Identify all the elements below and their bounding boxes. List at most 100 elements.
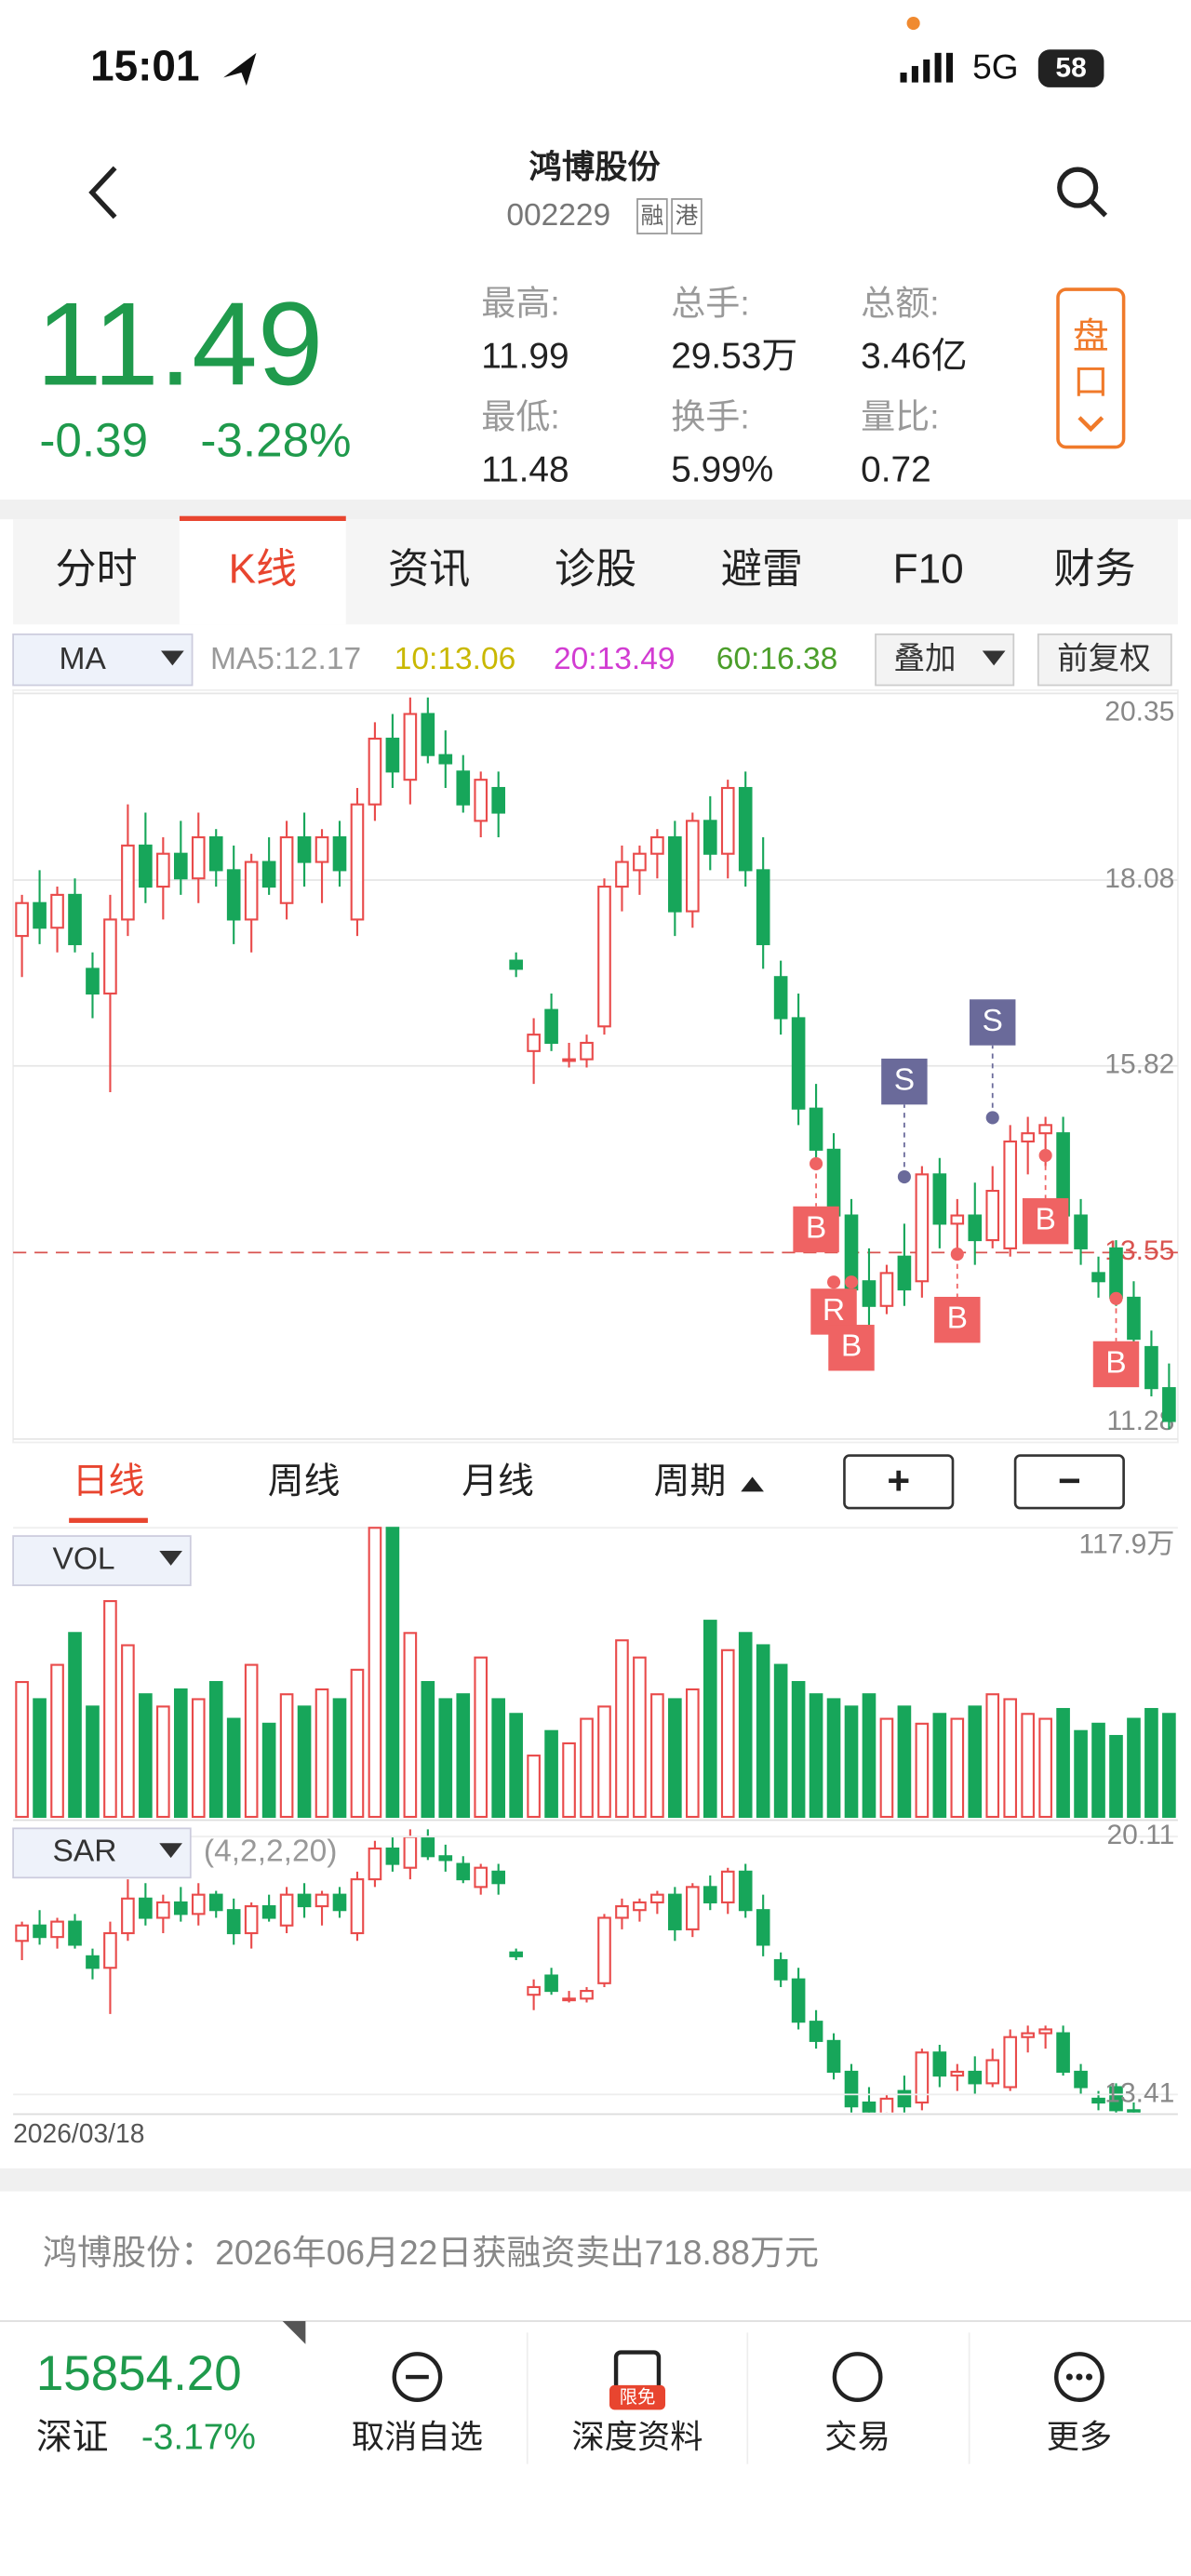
icon-detail bbox=[1076, 2373, 1083, 2381]
signal-dot bbox=[810, 1156, 823, 1170]
candle-body bbox=[332, 835, 347, 872]
volume-bar bbox=[985, 1693, 1000, 1819]
tab[interactable]: 诊股 bbox=[555, 546, 636, 592]
action-button[interactable]: 更多 bbox=[1047, 2352, 1113, 2455]
candle-body bbox=[862, 1280, 877, 1307]
action-label: 更多 bbox=[1047, 2419, 1113, 2455]
candle-body bbox=[509, 959, 523, 970]
tab[interactable]: F10 bbox=[893, 546, 964, 592]
zoom-button[interactable] bbox=[843, 1454, 955, 1510]
volume-bar bbox=[968, 1705, 983, 1819]
candle-body bbox=[1003, 2035, 1018, 2089]
separator bbox=[0, 500, 1191, 520]
badge bbox=[609, 2384, 666, 2410]
candle-body bbox=[633, 852, 647, 872]
volume-bar bbox=[844, 1705, 859, 1819]
candle-body bbox=[121, 844, 135, 921]
volume-bar bbox=[650, 1693, 664, 1819]
candle-body bbox=[562, 1997, 576, 2002]
candle-body bbox=[773, 976, 788, 1020]
tab[interactable]: 财务 bbox=[1053, 546, 1135, 592]
tab[interactable]: K线 bbox=[229, 546, 298, 592]
volume-bar bbox=[226, 1717, 241, 1819]
panel-button[interactable] bbox=[1056, 287, 1126, 449]
period[interactable]: 月线 bbox=[462, 1462, 534, 1502]
volume-bar bbox=[15, 1680, 29, 1819]
candle-body bbox=[580, 1990, 594, 2000]
index-value[interactable]: 15854.20 bbox=[36, 2346, 242, 2401]
volume-bar bbox=[915, 1722, 930, 1819]
action-button[interactable]: 交易 bbox=[824, 2352, 890, 2455]
candle-body bbox=[950, 2070, 965, 2077]
volume-bar bbox=[1091, 1722, 1105, 1819]
volume-bar bbox=[633, 1656, 647, 1819]
candle-body bbox=[968, 2070, 983, 2085]
candle-body bbox=[1021, 1132, 1035, 1143]
action-icon bbox=[1054, 2352, 1104, 2402]
change-pct: -3.28% bbox=[200, 414, 351, 467]
action-button[interactable]: 取消自选 bbox=[352, 2352, 483, 2455]
volume-bar bbox=[332, 1698, 347, 1819]
search-button[interactable] bbox=[1057, 167, 1108, 218]
dropdown-arrow bbox=[982, 650, 1006, 666]
candle-body bbox=[968, 1214, 983, 1242]
signal-label: R bbox=[823, 1293, 845, 1328]
ma-item-value: 13.49 bbox=[597, 642, 676, 676]
tab[interactable]: 分时 bbox=[55, 546, 137, 592]
adjust-label: 前复权 bbox=[1057, 641, 1151, 676]
ma-item: 20:13.49 bbox=[554, 642, 676, 676]
candle-body bbox=[703, 1886, 717, 1903]
candles bbox=[15, 697, 1176, 1430]
signal-box bbox=[828, 1325, 875, 1371]
candle-body bbox=[597, 886, 611, 1028]
volume-bar bbox=[1074, 1729, 1088, 1819]
badges: 融港 bbox=[636, 198, 703, 234]
candle-body bbox=[350, 1878, 365, 1935]
volume-bar bbox=[1021, 1713, 1035, 1819]
volume-bar bbox=[544, 1729, 558, 1819]
candle-body bbox=[33, 1924, 47, 1939]
candle-body bbox=[50, 1920, 64, 1939]
tab[interactable]: 避雷 bbox=[721, 546, 803, 592]
candle-body bbox=[703, 820, 717, 855]
stock-code: 002229 bbox=[506, 198, 610, 233]
dot bbox=[906, 16, 920, 31]
stat-value: 3.46亿 bbox=[861, 336, 967, 376]
signal-dot bbox=[897, 1169, 911, 1184]
zoom-button[interactable] bbox=[1013, 1454, 1125, 1510]
action-icon bbox=[832, 2352, 883, 2402]
badge bbox=[636, 198, 668, 234]
ma-selector[interactable] bbox=[12, 633, 194, 687]
candle-body bbox=[1003, 1140, 1018, 1249]
adjust-button[interactable] bbox=[1037, 633, 1172, 687]
signal-label: S bbox=[894, 1062, 915, 1097]
volume-bar bbox=[597, 1705, 611, 1819]
candle-body bbox=[456, 770, 471, 806]
sar-selector[interactable] bbox=[12, 1827, 192, 1879]
signal-box bbox=[793, 1206, 839, 1253]
signal-box bbox=[881, 1058, 928, 1105]
candle-body bbox=[756, 1909, 770, 1946]
tab[interactable]: 资讯 bbox=[388, 546, 470, 592]
volume-bar bbox=[756, 1644, 770, 1819]
period[interactable]: 日线 bbox=[73, 1462, 145, 1502]
corner-mark bbox=[282, 2321, 306, 2344]
back-button[interactable] bbox=[88, 166, 117, 220]
status-time: 15:01 bbox=[90, 42, 199, 90]
candle-body bbox=[226, 1909, 241, 1935]
signal-dot bbox=[844, 1275, 859, 1289]
candle-body bbox=[773, 1958, 788, 1981]
stat-label: 总额: bbox=[861, 284, 939, 323]
volume-bar bbox=[897, 1705, 912, 1819]
news[interactable]: 鸿博股份：2026年06月22日获融资卖出718.88万元 bbox=[43, 2233, 819, 2272]
vol-selector[interactable] bbox=[12, 1535, 192, 1586]
candle-body bbox=[1038, 1124, 1052, 1135]
sar-params: (4,2,2,20) bbox=[204, 1835, 338, 1869]
stock-name: 鸿博股份 bbox=[529, 150, 662, 186]
candle-body bbox=[615, 1905, 629, 1919]
period[interactable]: 周期 bbox=[654, 1462, 727, 1502]
period[interactable]: 周线 bbox=[268, 1462, 341, 1502]
candle-body bbox=[544, 1008, 558, 1045]
